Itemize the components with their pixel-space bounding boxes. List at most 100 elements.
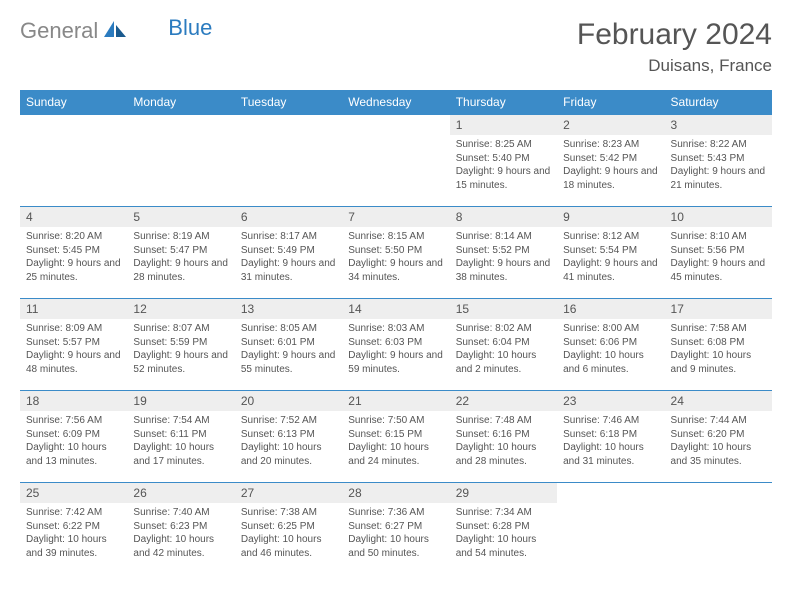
day-header: Wednesday (342, 90, 449, 115)
day-cell: 10Sunrise: 8:10 AMSunset: 5:56 PMDayligh… (665, 207, 772, 299)
day-number: 6 (235, 207, 342, 227)
daylight-text: Daylight: 9 hours and 55 minutes. (241, 349, 336, 376)
sunrise-text: Sunrise: 7:38 AM (241, 506, 336, 520)
daylight-text: Daylight: 9 hours and 21 minutes. (671, 165, 766, 192)
sunset-text: Sunset: 6:15 PM (348, 428, 443, 442)
daylight-text: Daylight: 10 hours and 31 minutes. (563, 441, 658, 468)
day-number: 4 (20, 207, 127, 227)
daylight-text: Daylight: 9 hours and 15 minutes. (456, 165, 551, 192)
day-cell: 3Sunrise: 8:22 AMSunset: 5:43 PMDaylight… (665, 115, 772, 207)
sunrise-text: Sunrise: 7:48 AM (456, 414, 551, 428)
daylight-text: Daylight: 10 hours and 13 minutes. (26, 441, 121, 468)
day-header: Tuesday (235, 90, 342, 115)
sunset-text: Sunset: 6:04 PM (456, 336, 551, 350)
daylight-text: Daylight: 10 hours and 28 minutes. (456, 441, 551, 468)
day-number: 23 (557, 391, 664, 411)
sunrise-text: Sunrise: 8:25 AM (456, 138, 551, 152)
day-number: 1 (450, 115, 557, 135)
sunrise-text: Sunrise: 7:58 AM (671, 322, 766, 336)
day-number: 3 (665, 115, 772, 135)
sunrise-text: Sunrise: 8:19 AM (133, 230, 228, 244)
title-block: February 2024 Duisans, France (577, 18, 772, 76)
day-content: Sunrise: 8:07 AMSunset: 5:59 PMDaylight:… (127, 319, 234, 379)
daylight-text: Daylight: 9 hours and 28 minutes. (133, 257, 228, 284)
sunrise-text: Sunrise: 8:10 AM (671, 230, 766, 244)
sunset-text: Sunset: 6:06 PM (563, 336, 658, 350)
day-content: Sunrise: 7:38 AMSunset: 6:25 PMDaylight:… (235, 503, 342, 563)
day-cell: 29Sunrise: 7:34 AMSunset: 6:28 PMDayligh… (450, 483, 557, 575)
day-number: 13 (235, 299, 342, 319)
empty-cell (235, 115, 342, 207)
day-number: 21 (342, 391, 449, 411)
sunset-text: Sunset: 6:13 PM (241, 428, 336, 442)
day-content: Sunrise: 8:00 AMSunset: 6:06 PMDaylight:… (557, 319, 664, 379)
daylight-text: Daylight: 9 hours and 31 minutes. (241, 257, 336, 284)
sunset-text: Sunset: 5:42 PM (563, 152, 658, 166)
daylight-text: Daylight: 10 hours and 54 minutes. (456, 533, 551, 560)
day-number: 17 (665, 299, 772, 319)
day-content: Sunrise: 7:54 AMSunset: 6:11 PMDaylight:… (127, 411, 234, 471)
day-cell: 13Sunrise: 8:05 AMSunset: 6:01 PMDayligh… (235, 299, 342, 391)
daylight-text: Daylight: 9 hours and 38 minutes. (456, 257, 551, 284)
day-content: Sunrise: 7:40 AMSunset: 6:23 PMDaylight:… (127, 503, 234, 563)
day-number: 9 (557, 207, 664, 227)
sunrise-text: Sunrise: 8:20 AM (26, 230, 121, 244)
sunset-text: Sunset: 6:09 PM (26, 428, 121, 442)
day-content: Sunrise: 8:19 AMSunset: 5:47 PMDaylight:… (127, 227, 234, 287)
daylight-text: Daylight: 10 hours and 9 minutes. (671, 349, 766, 376)
sunset-text: Sunset: 5:50 PM (348, 244, 443, 258)
daylight-text: Daylight: 10 hours and 6 minutes. (563, 349, 658, 376)
sunset-text: Sunset: 5:47 PM (133, 244, 228, 258)
day-number: 29 (450, 483, 557, 503)
day-number: 19 (127, 391, 234, 411)
day-cell: 25Sunrise: 7:42 AMSunset: 6:22 PMDayligh… (20, 483, 127, 575)
day-content: Sunrise: 7:44 AMSunset: 6:20 PMDaylight:… (665, 411, 772, 471)
day-content: Sunrise: 7:36 AMSunset: 6:27 PMDaylight:… (342, 503, 449, 563)
day-number: 22 (450, 391, 557, 411)
day-content: Sunrise: 7:34 AMSunset: 6:28 PMDaylight:… (450, 503, 557, 563)
day-content: Sunrise: 8:15 AMSunset: 5:50 PMDaylight:… (342, 227, 449, 287)
daylight-text: Daylight: 10 hours and 42 minutes. (133, 533, 228, 560)
daylight-text: Daylight: 9 hours and 45 minutes. (671, 257, 766, 284)
sunset-text: Sunset: 6:22 PM (26, 520, 121, 534)
day-cell: 1Sunrise: 8:25 AMSunset: 5:40 PMDaylight… (450, 115, 557, 207)
day-number: 26 (127, 483, 234, 503)
sunrise-text: Sunrise: 8:03 AM (348, 322, 443, 336)
daylight-text: Daylight: 9 hours and 34 minutes. (348, 257, 443, 284)
day-cell: 28Sunrise: 7:36 AMSunset: 6:27 PMDayligh… (342, 483, 449, 575)
sunset-text: Sunset: 5:43 PM (671, 152, 766, 166)
day-content: Sunrise: 8:10 AMSunset: 5:56 PMDaylight:… (665, 227, 772, 287)
sunrise-text: Sunrise: 7:46 AM (563, 414, 658, 428)
sunset-text: Sunset: 6:27 PM (348, 520, 443, 534)
day-number: 18 (20, 391, 127, 411)
day-cell: 20Sunrise: 7:52 AMSunset: 6:13 PMDayligh… (235, 391, 342, 483)
day-number: 15 (450, 299, 557, 319)
daylight-text: Daylight: 10 hours and 50 minutes. (348, 533, 443, 560)
day-content: Sunrise: 7:58 AMSunset: 6:08 PMDaylight:… (665, 319, 772, 379)
day-cell: 22Sunrise: 7:48 AMSunset: 6:16 PMDayligh… (450, 391, 557, 483)
sunrise-text: Sunrise: 8:15 AM (348, 230, 443, 244)
day-content: Sunrise: 8:17 AMSunset: 5:49 PMDaylight:… (235, 227, 342, 287)
day-content: Sunrise: 7:50 AMSunset: 6:15 PMDaylight:… (342, 411, 449, 471)
calendar-week: 11Sunrise: 8:09 AMSunset: 5:57 PMDayligh… (20, 299, 772, 391)
daylight-text: Daylight: 9 hours and 59 minutes. (348, 349, 443, 376)
sunset-text: Sunset: 6:08 PM (671, 336, 766, 350)
sunrise-text: Sunrise: 8:23 AM (563, 138, 658, 152)
calendar-grid: SundayMondayTuesdayWednesdayThursdayFrid… (20, 90, 772, 575)
calendar-week: 18Sunrise: 7:56 AMSunset: 6:09 PMDayligh… (20, 391, 772, 483)
day-content: Sunrise: 8:12 AMSunset: 5:54 PMDaylight:… (557, 227, 664, 287)
day-content: Sunrise: 7:48 AMSunset: 6:16 PMDaylight:… (450, 411, 557, 471)
brand-logo: General Blue (20, 18, 212, 44)
location-label: Duisans, France (577, 56, 772, 76)
day-number: 27 (235, 483, 342, 503)
day-cell: 15Sunrise: 8:02 AMSunset: 6:04 PMDayligh… (450, 299, 557, 391)
day-cell: 14Sunrise: 8:03 AMSunset: 6:03 PMDayligh… (342, 299, 449, 391)
sunrise-text: Sunrise: 8:00 AM (563, 322, 658, 336)
day-header: Saturday (665, 90, 772, 115)
day-header-row: SundayMondayTuesdayWednesdayThursdayFrid… (20, 90, 772, 115)
day-cell: 27Sunrise: 7:38 AMSunset: 6:25 PMDayligh… (235, 483, 342, 575)
sunset-text: Sunset: 6:11 PM (133, 428, 228, 442)
sunrise-text: Sunrise: 7:44 AM (671, 414, 766, 428)
day-content: Sunrise: 8:03 AMSunset: 6:03 PMDaylight:… (342, 319, 449, 379)
day-cell: 17Sunrise: 7:58 AMSunset: 6:08 PMDayligh… (665, 299, 772, 391)
